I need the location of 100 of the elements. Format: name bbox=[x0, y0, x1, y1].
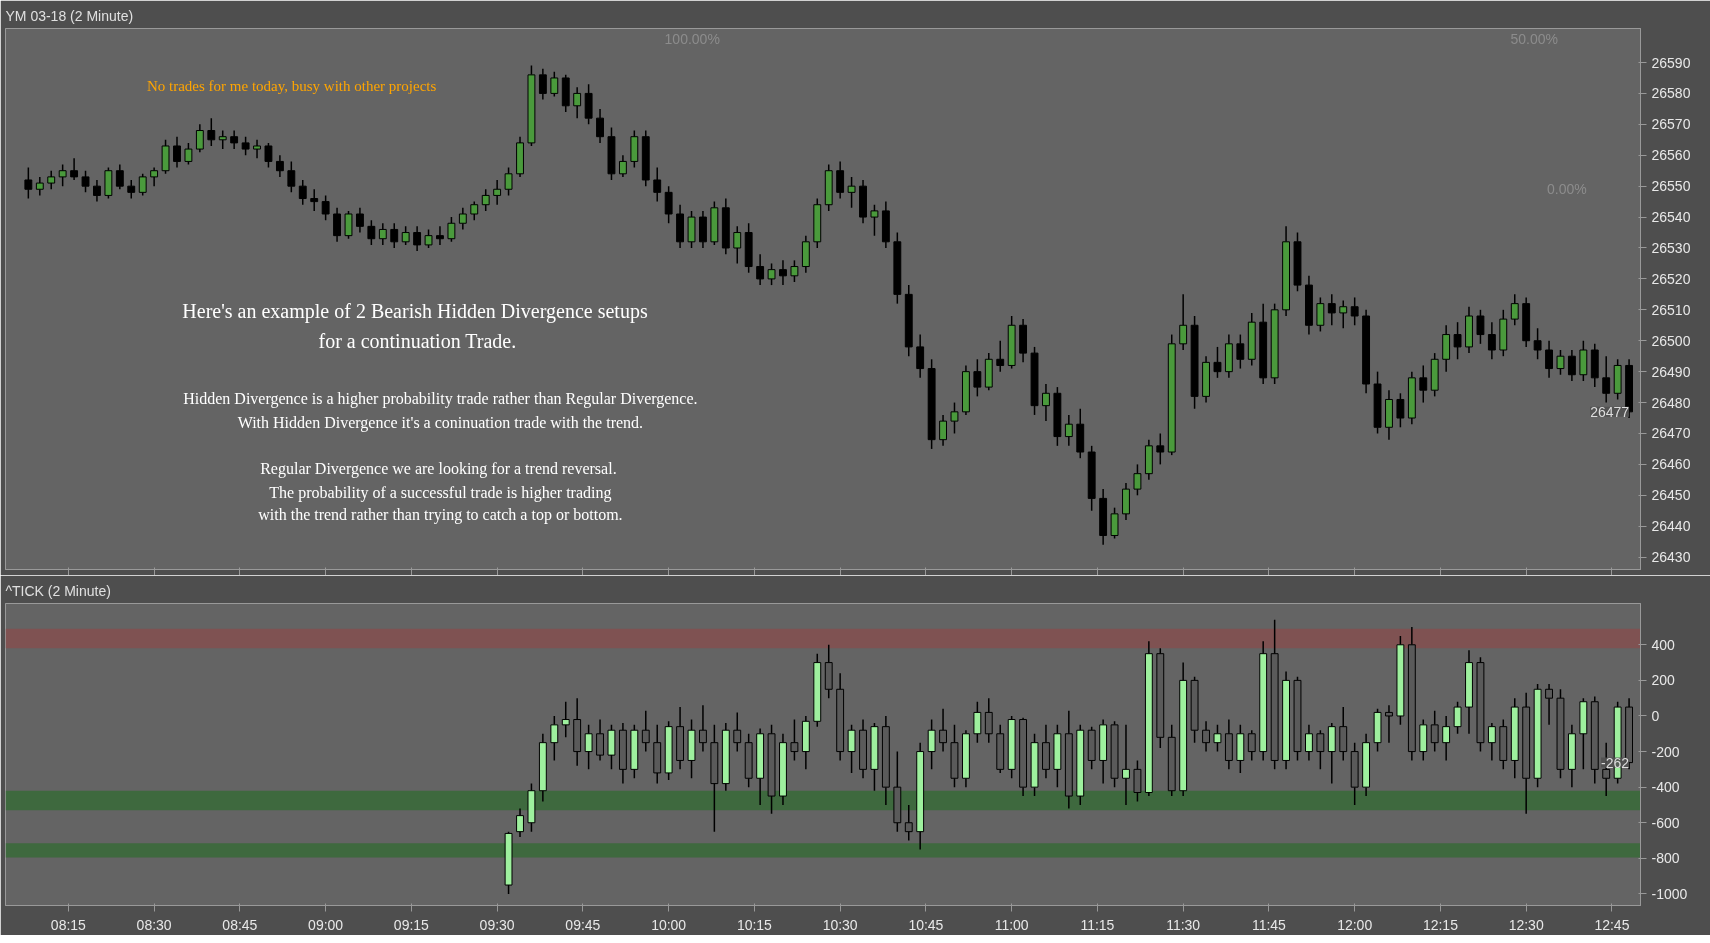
candlestick bbox=[1327, 722, 1336, 785]
annotation: The probability of a successful trade is higher trading bbox=[269, 483, 612, 502]
x-tick-label: 09:30 bbox=[479, 916, 515, 933]
candlestick bbox=[378, 222, 387, 246]
candlestick bbox=[618, 722, 627, 785]
candlestick bbox=[35, 176, 44, 197]
candlestick bbox=[653, 166, 662, 203]
candlestick bbox=[1282, 225, 1290, 317]
x-tick-label: 08:45 bbox=[222, 916, 258, 933]
candlestick bbox=[1545, 683, 1553, 726]
candlestick bbox=[1339, 706, 1348, 762]
candlestick bbox=[1202, 355, 1210, 404]
candlestick bbox=[493, 179, 502, 206]
candlestick bbox=[1042, 383, 1050, 422]
candlestick bbox=[801, 715, 810, 771]
candlestick bbox=[1144, 438, 1153, 481]
annotation: with the trend rather than trying to catch a top or bottom. bbox=[258, 505, 623, 524]
candlestick bbox=[1522, 296, 1531, 348]
candlestick bbox=[47, 169, 56, 190]
candlestick bbox=[538, 733, 547, 803]
x-tick-label: 10:15 bbox=[736, 916, 773, 933]
candlestick bbox=[1019, 318, 1028, 364]
candlestick bbox=[699, 704, 707, 753]
x-tick-label: 12:30 bbox=[1508, 916, 1544, 933]
candlestick bbox=[1144, 640, 1153, 797]
candlestick bbox=[127, 179, 136, 200]
candlestick bbox=[1465, 649, 1473, 735]
candlestick bbox=[1567, 724, 1576, 788]
y-tick-label: -200 bbox=[1651, 743, 1680, 760]
candlestick bbox=[756, 253, 765, 286]
candlestick bbox=[1064, 709, 1073, 810]
y-tick-label: 26590 bbox=[1651, 54, 1691, 71]
y-tick-label: 26570 bbox=[1651, 116, 1691, 133]
candlestick bbox=[881, 715, 890, 806]
candlestick bbox=[573, 86, 582, 119]
candlestick bbox=[516, 135, 524, 178]
y-tick-label: 26470 bbox=[1651, 425, 1691, 442]
candlestick bbox=[1282, 670, 1290, 771]
candlestick bbox=[1442, 715, 1451, 762]
candlestick bbox=[1442, 324, 1451, 373]
candlestick bbox=[904, 804, 913, 842]
candlestick bbox=[1602, 355, 1611, 404]
candlestick bbox=[721, 722, 730, 792]
candlestick bbox=[756, 727, 765, 806]
x-tick-label: 12:00 bbox=[1337, 916, 1373, 933]
candlestick bbox=[984, 697, 993, 744]
candlestick bbox=[721, 197, 730, 255]
candlestick bbox=[1099, 488, 1108, 546]
candlestick bbox=[413, 225, 422, 252]
y-tick-label: 26520 bbox=[1651, 270, 1691, 287]
candlestick bbox=[538, 67, 547, 101]
candlestick bbox=[881, 200, 890, 249]
x-tick-label: 11:30 bbox=[1166, 916, 1201, 933]
candlestick bbox=[1385, 704, 1393, 744]
candlestick bbox=[1179, 293, 1188, 351]
x-tick-label: 09:15 bbox=[393, 916, 430, 933]
chart-title: ^TICK (2 Minute) bbox=[5, 582, 111, 599]
x-tick-label: 08:15 bbox=[50, 916, 87, 933]
candlestick bbox=[996, 724, 1005, 774]
y-tick-label: 26500 bbox=[1651, 332, 1691, 349]
x-tick-label: 09:45 bbox=[565, 916, 601, 933]
y-tick-label: 26440 bbox=[1651, 518, 1691, 535]
y-tick-label: -600 bbox=[1651, 814, 1680, 831]
candlestick bbox=[859, 718, 867, 780]
candlestick bbox=[1567, 349, 1576, 382]
annotation: No trades for me today, busy with other projects bbox=[146, 78, 437, 95]
annotation: for a continuation Trade. bbox=[318, 329, 517, 352]
candlestick bbox=[1407, 626, 1416, 762]
annotation: With Hidden Divergence it's a coninuation trade with the trend. bbox=[237, 413, 644, 432]
candlestick bbox=[1407, 370, 1416, 425]
candlestick bbox=[641, 129, 650, 187]
x-tick-label: 12:15 bbox=[1422, 916, 1459, 933]
y-tick-label: 200 bbox=[1651, 672, 1676, 689]
y-tick-label: 26530 bbox=[1651, 239, 1691, 256]
x-tick-label: 12:45 bbox=[1594, 916, 1630, 933]
candlestick bbox=[1487, 321, 1496, 361]
y-tick-label: -400 bbox=[1651, 779, 1680, 796]
candlestick bbox=[1042, 724, 1050, 780]
candlestick bbox=[1362, 309, 1371, 395]
candlestick bbox=[1545, 339, 1553, 379]
candlestick bbox=[836, 160, 845, 200]
candlestick bbox=[859, 179, 867, 225]
candlestick bbox=[1385, 389, 1393, 441]
candlestick bbox=[436, 225, 444, 246]
candlestick bbox=[779, 733, 787, 806]
candlestick bbox=[390, 222, 399, 249]
candlestick bbox=[1224, 333, 1233, 379]
candlestick bbox=[298, 179, 307, 206]
candlestick bbox=[1590, 695, 1599, 785]
y-tick-label: 26560 bbox=[1651, 147, 1691, 164]
candlestick bbox=[1510, 293, 1519, 327]
candlestick bbox=[916, 741, 925, 851]
x-tick-label: 11:15 bbox=[1080, 916, 1115, 933]
y-tick-label: 26540 bbox=[1651, 209, 1691, 226]
annotation: Hidden Divergence is a higher probability trade rather than Regular Divergence. bbox=[183, 390, 698, 409]
candlestick bbox=[1259, 302, 1268, 385]
candlestick bbox=[1305, 724, 1313, 762]
candlestick bbox=[573, 697, 582, 767]
candlestick bbox=[1305, 275, 1313, 336]
candlestick bbox=[916, 333, 925, 379]
